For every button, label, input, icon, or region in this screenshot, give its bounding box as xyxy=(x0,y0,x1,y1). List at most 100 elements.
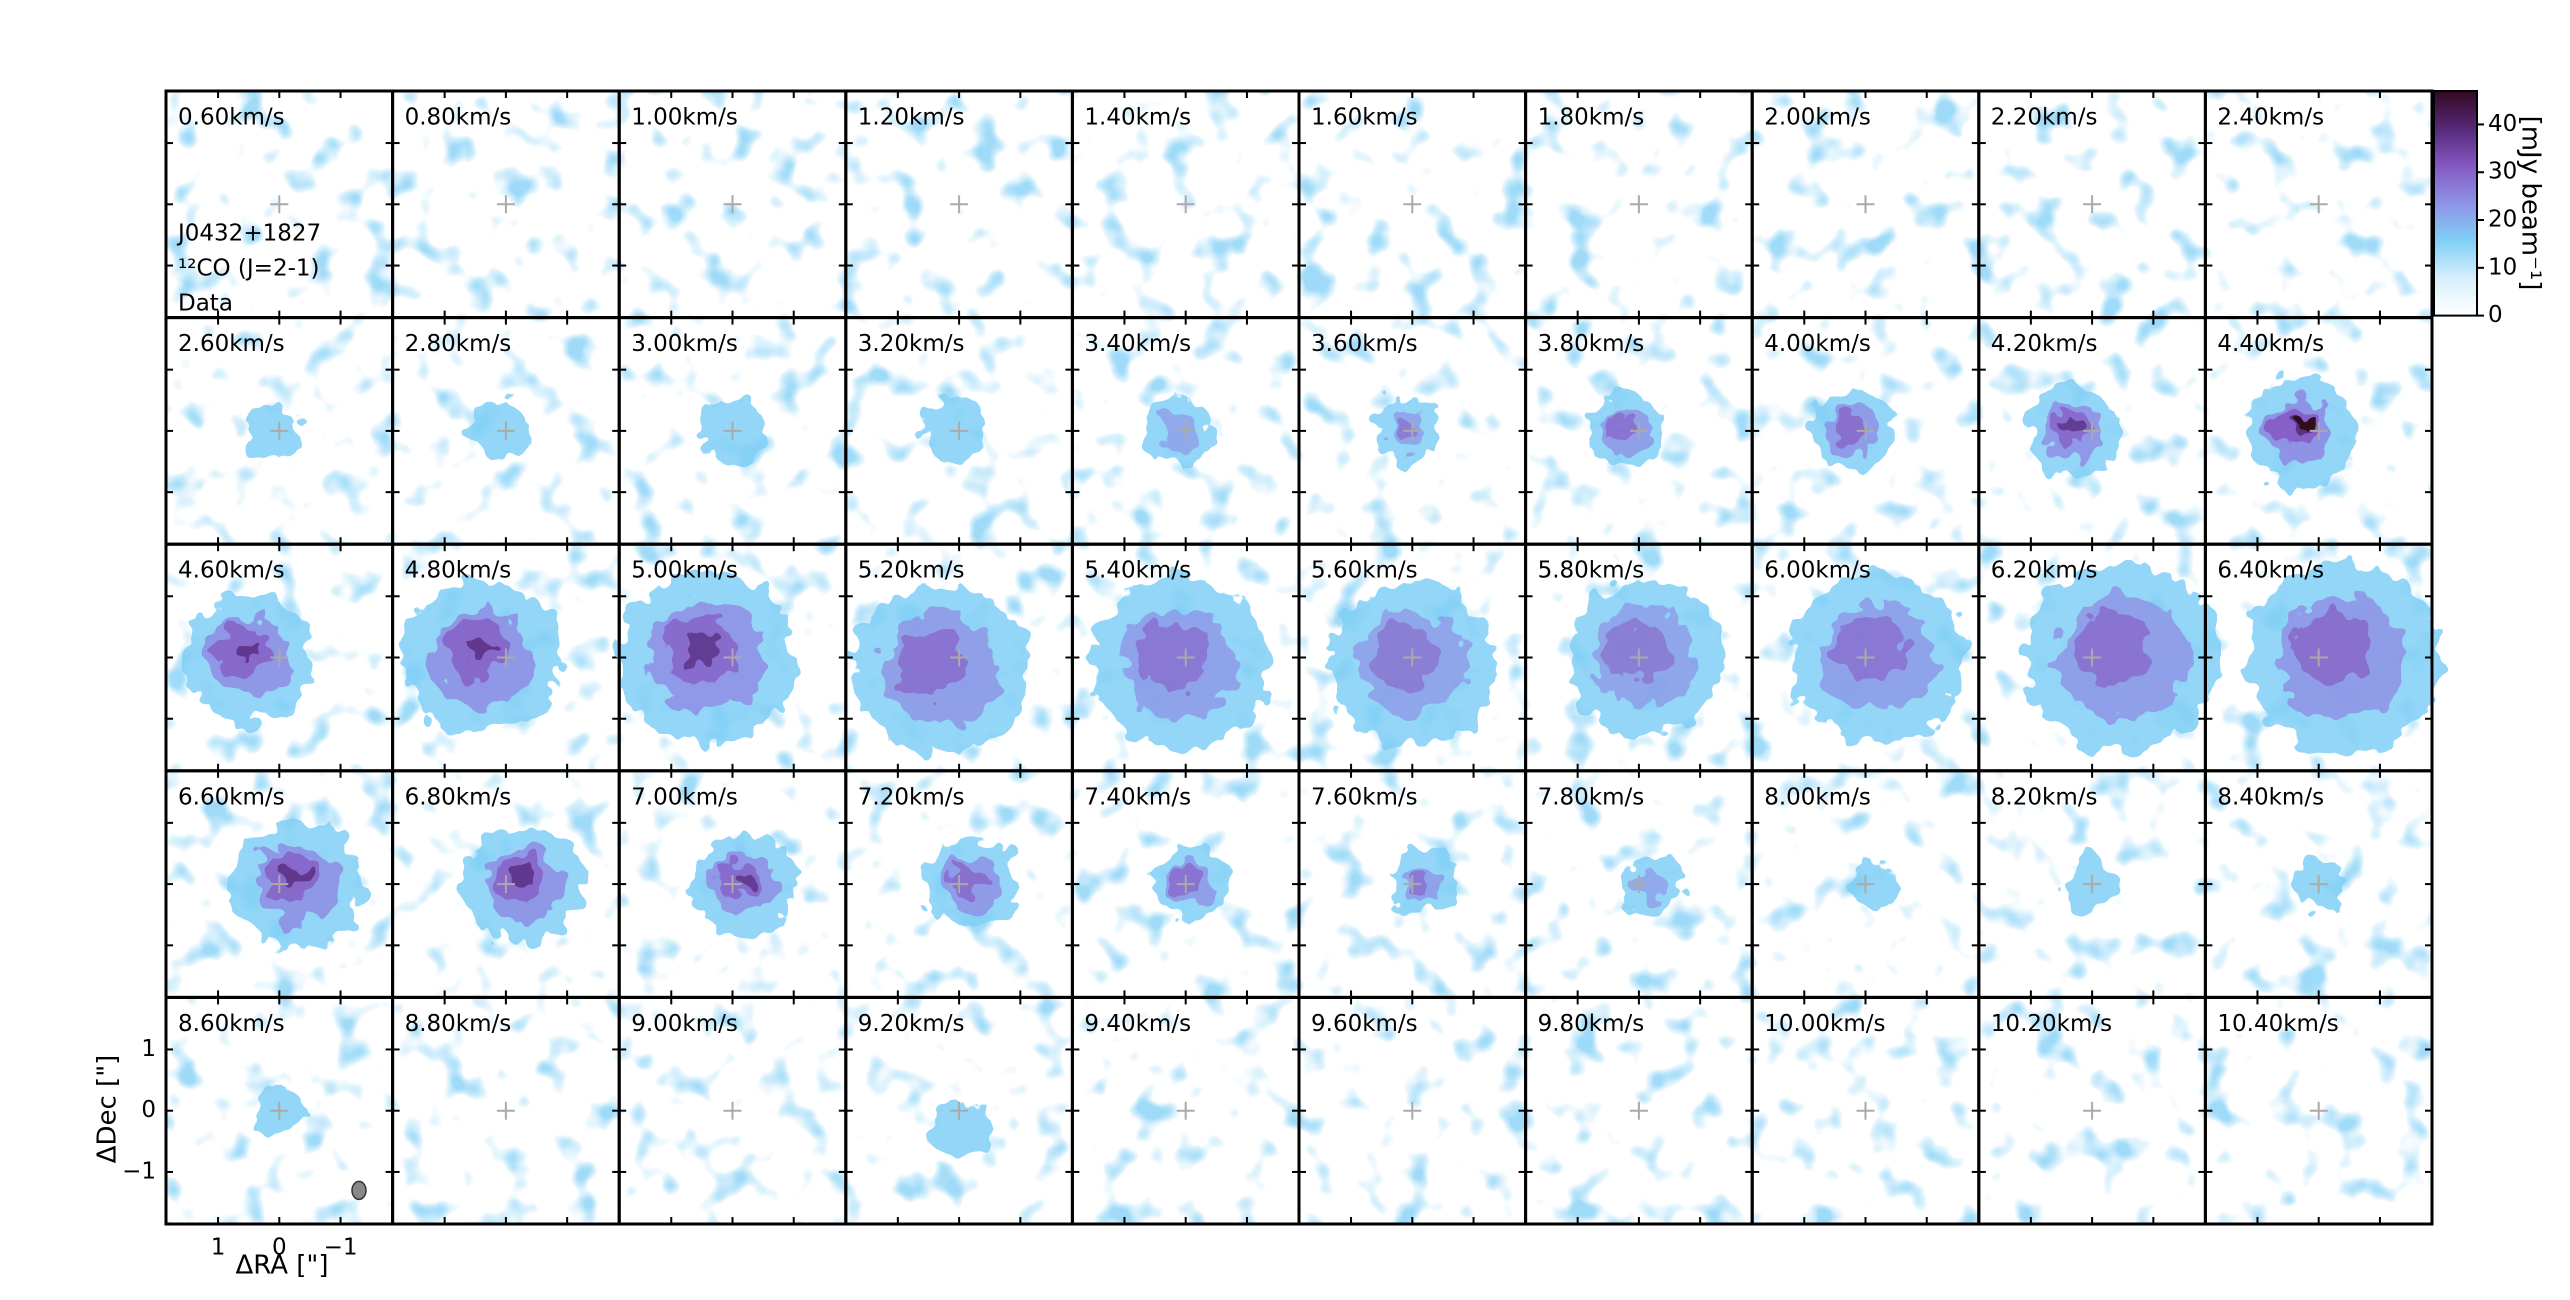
star-marker xyxy=(2083,648,2102,667)
star-marker xyxy=(496,195,515,214)
emission xyxy=(2026,384,2122,477)
star-marker xyxy=(2309,648,2328,667)
panel: 7.20km/s xyxy=(844,769,1074,999)
velocity-label: 3.60km/s xyxy=(1311,331,1418,357)
emission xyxy=(182,593,315,722)
panel: 7.80km/s xyxy=(1524,769,1754,999)
panel: 5.00km/s xyxy=(617,542,848,773)
x-tick-label: −1 xyxy=(324,1235,358,1261)
velocity-label: 6.80km/s xyxy=(405,784,512,810)
velocity-label: 9.40km/s xyxy=(1084,1011,1191,1037)
emission-core xyxy=(1833,616,1906,683)
velocity-label: 5.80km/s xyxy=(1538,558,1645,584)
velocity-label: 9.20km/s xyxy=(858,1011,965,1037)
velocity-label: 7.20km/s xyxy=(858,784,965,810)
velocity-label: 6.60km/s xyxy=(178,784,285,810)
panel: 1.20km/s xyxy=(844,89,1074,320)
panel: 5.80km/s xyxy=(1524,542,1754,773)
panel: 7.40km/s xyxy=(1070,769,1301,999)
y-tick-label: 1 xyxy=(141,1036,156,1062)
velocity-label: 3.20km/s xyxy=(858,331,965,357)
star-marker xyxy=(1176,1101,1195,1120)
emission-core xyxy=(1174,868,1203,894)
emission-core xyxy=(949,863,986,897)
colorbar-tick-label: 20 xyxy=(2488,207,2517,233)
annotation: J0432+1827 xyxy=(176,221,321,247)
emission-peak xyxy=(464,635,494,660)
emission-peak xyxy=(688,632,722,661)
velocity-label: 7.80km/s xyxy=(1538,784,1645,810)
star-marker xyxy=(950,421,969,440)
velocity-label: 1.80km/s xyxy=(1538,105,1645,131)
panel: 4.80km/s xyxy=(391,542,621,773)
emission-core xyxy=(1370,624,1439,688)
y-axis-label: ΔDec ["] xyxy=(93,1055,123,1164)
star-marker xyxy=(1629,648,1648,667)
panel: 5.40km/s xyxy=(1070,542,1301,773)
emission xyxy=(1622,855,1681,913)
velocity-label: 1.00km/s xyxy=(631,105,738,131)
star-marker xyxy=(270,875,289,894)
star-marker xyxy=(1403,875,1422,894)
emission-peak xyxy=(283,866,308,887)
velocity-label: 5.00km/s xyxy=(631,558,738,584)
velocity-label: 10.40km/s xyxy=(2217,1011,2338,1037)
panel: 6.40km/s xyxy=(2203,542,2442,773)
star-marker xyxy=(270,195,289,214)
velocity-label: 7.00km/s xyxy=(631,784,738,810)
velocity-label: 9.60km/s xyxy=(1311,1011,1418,1037)
emission xyxy=(930,1100,989,1158)
velocity-label: 3.40km/s xyxy=(1084,331,1191,357)
colorbar-tick-label: 40 xyxy=(2488,111,2517,137)
star-marker xyxy=(1629,421,1648,440)
velocity-label: 0.60km/s xyxy=(178,105,285,131)
colorbar xyxy=(2433,90,2478,317)
velocity-label: 3.80km/s xyxy=(1538,331,1645,357)
x-tick-label: 1 xyxy=(211,1235,226,1261)
emission xyxy=(852,583,1030,756)
velocity-label: 8.40km/s xyxy=(2217,784,2324,810)
emission-core xyxy=(896,628,969,695)
star-marker xyxy=(723,875,742,894)
emission-core xyxy=(1609,414,1638,441)
panel: 8.40km/s xyxy=(2203,769,2434,999)
emission xyxy=(2024,562,2221,753)
star-marker xyxy=(1176,195,1195,214)
star-marker xyxy=(2083,195,2102,214)
velocity-label: 0.80km/s xyxy=(405,105,512,131)
star-marker xyxy=(496,648,515,667)
star-marker xyxy=(1176,421,1195,440)
panel: 5.60km/s xyxy=(1297,542,1528,773)
colorbar-label: [mJy beam⁻¹] xyxy=(2516,116,2546,291)
panel: 10.40km/s xyxy=(2203,995,2434,1226)
star-marker xyxy=(1403,1101,1422,1120)
velocity-label: 9.00km/s xyxy=(631,1011,738,1037)
star-marker xyxy=(1856,875,1875,894)
emission xyxy=(1565,580,1725,735)
y-tick-label: −1 xyxy=(122,1158,156,1184)
star-marker xyxy=(950,1101,969,1120)
annotation: ¹²CO (J=2-1) xyxy=(178,256,319,282)
emission-core xyxy=(1391,417,1416,440)
star-marker xyxy=(2309,875,2328,894)
panel: 5.20km/s xyxy=(844,542,1074,773)
emission-peak xyxy=(511,867,534,886)
emission xyxy=(619,571,797,744)
emission-max xyxy=(2291,415,2310,430)
star-marker xyxy=(1403,648,1422,667)
star-marker xyxy=(723,421,742,440)
velocity-label: 8.60km/s xyxy=(178,1011,285,1037)
star-marker xyxy=(1629,195,1648,214)
star-marker xyxy=(1856,421,1875,440)
star-marker xyxy=(496,875,515,894)
emission xyxy=(401,580,561,735)
velocity-label: 6.00km/s xyxy=(1764,558,1871,584)
star-marker xyxy=(2309,195,2328,214)
emission xyxy=(463,824,586,944)
star-marker xyxy=(1856,648,1875,667)
star-marker xyxy=(2309,1101,2328,1120)
velocity-label: 4.60km/s xyxy=(178,558,285,584)
panel: 7.60km/s xyxy=(1297,769,1528,999)
emission xyxy=(1090,577,1269,750)
